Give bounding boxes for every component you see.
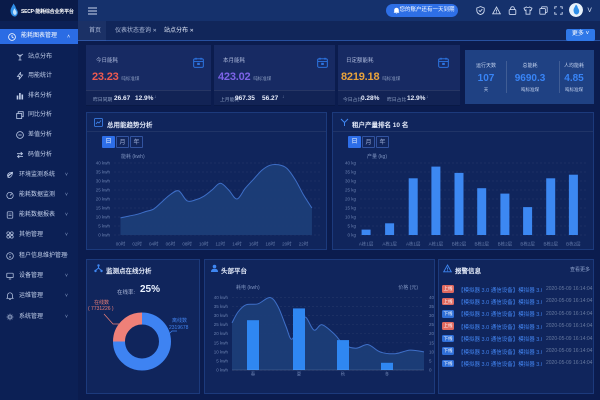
svg-text:25 kwh: 25 kwh (214, 322, 229, 327)
svg-text:30 kwh: 30 kwh (96, 179, 111, 184)
svg-text:20 kg: 20 kg (345, 197, 357, 202)
svg-text:能耗 (kwh): 能耗 (kwh) (121, 153, 145, 160)
svg-text:35 kg: 35 kg (345, 170, 357, 175)
svg-text:04时: 04时 (149, 241, 159, 247)
svg-text:A栋1层: A栋1层 (406, 241, 421, 248)
svg-text:秋: 秋 (341, 371, 346, 378)
svg-text:15 kg: 15 kg (345, 206, 357, 211)
svg-text:14时: 14时 (232, 241, 242, 247)
svg-text:5 kwh: 5 kwh (216, 358, 228, 363)
svg-text:春: 春 (251, 371, 256, 378)
svg-text:40 kwh: 40 kwh (214, 295, 229, 300)
svg-text:B栋2层: B栋2层 (474, 241, 489, 248)
svg-text:B栋2层: B栋2层 (498, 241, 513, 248)
svg-text:30: 30 (429, 313, 435, 318)
svg-text:20: 20 (429, 331, 435, 336)
svg-text:25 kwh: 25 kwh (96, 188, 111, 193)
svg-text:B栋2层: B栋2层 (452, 241, 467, 248)
svg-text:40 kg: 40 kg (345, 161, 357, 166)
svg-text:10: 10 (429, 349, 435, 354)
svg-text:20时: 20时 (282, 241, 292, 247)
svg-text:15: 15 (429, 340, 435, 345)
svg-text:A栋1层: A栋1层 (429, 241, 444, 248)
svg-text:15 kwh: 15 kwh (214, 340, 229, 345)
svg-text:B栋2层: B栋2层 (543, 241, 558, 248)
svg-text:12时: 12时 (216, 241, 226, 247)
svg-text:A栋1层: A栋1层 (382, 241, 397, 248)
svg-text:产量 (kg): 产量 (kg) (367, 153, 387, 160)
svg-text:25 kg: 25 kg (345, 188, 357, 193)
svg-text:00时: 00时 (116, 241, 126, 247)
svg-text:B栋2层: B栋2层 (566, 241, 581, 248)
svg-text:0 kwh: 0 kwh (98, 233, 110, 238)
svg-text:16时: 16时 (249, 241, 259, 247)
svg-text:5 kg: 5 kg (347, 224, 356, 229)
svg-text:夏: 夏 (297, 372, 302, 377)
svg-text:30 kwh: 30 kwh (214, 313, 229, 318)
svg-text:冬: 冬 (385, 371, 390, 378)
svg-text:22时: 22时 (299, 241, 309, 247)
svg-text:A栋1层: A栋1层 (359, 241, 374, 248)
svg-text:10 kwh: 10 kwh (214, 349, 229, 354)
svg-text:10时: 10时 (199, 241, 209, 247)
svg-text:30 kg: 30 kg (345, 179, 357, 184)
svg-text:25: 25 (429, 322, 435, 327)
svg-text:价格 (元): 价格 (元) (398, 284, 418, 291)
svg-text:40 kwh: 40 kwh (96, 161, 111, 166)
svg-text:0 kg: 0 kg (347, 233, 356, 238)
svg-text:20 kwh: 20 kwh (214, 331, 229, 336)
svg-text:10 kg: 10 kg (345, 215, 357, 220)
svg-text:40: 40 (429, 295, 435, 300)
svg-text:5: 5 (429, 358, 432, 363)
svg-text:20 kwh: 20 kwh (96, 197, 111, 202)
svg-text:18时: 18时 (266, 241, 276, 247)
svg-text:10 kwh: 10 kwh (96, 215, 111, 220)
svg-text:35: 35 (429, 304, 435, 309)
svg-text:B栋2层: B栋2层 (520, 241, 535, 248)
svg-text:02时: 02时 (132, 241, 142, 247)
svg-text:5 kwh: 5 kwh (98, 224, 110, 229)
svg-text:0 kwh: 0 kwh (216, 368, 228, 373)
svg-text:15 kwh: 15 kwh (96, 206, 111, 211)
svg-text:06时: 06时 (166, 241, 176, 247)
svg-text:耗电 (kwh): 耗电 (kwh) (236, 284, 260, 291)
svg-text:0: 0 (429, 368, 432, 373)
svg-text:35 kwh: 35 kwh (214, 304, 229, 309)
svg-text:35 kwh: 35 kwh (96, 170, 111, 175)
svg-text:08时: 08时 (182, 241, 192, 247)
